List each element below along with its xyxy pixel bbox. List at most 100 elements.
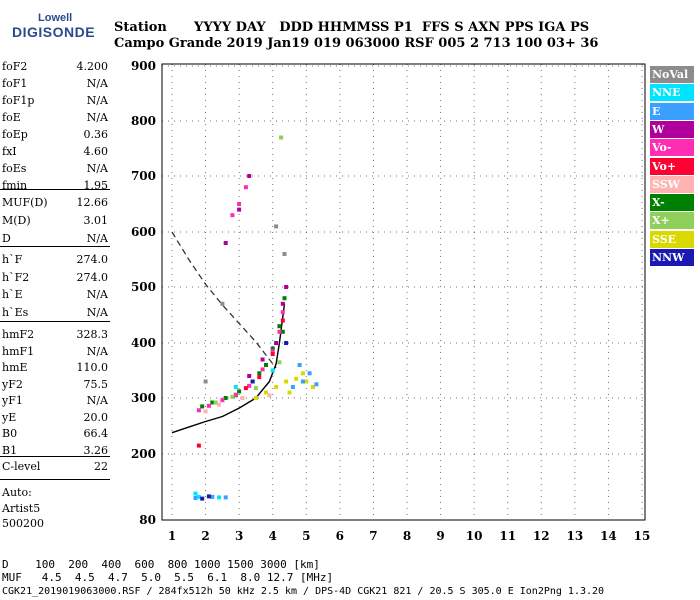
param-label: yF2 bbox=[2, 377, 23, 391]
echo-point bbox=[210, 400, 215, 405]
echo-point bbox=[220, 301, 225, 306]
param-row: foEs N/A bbox=[2, 162, 108, 180]
echo-point bbox=[290, 385, 295, 389]
echo-point bbox=[274, 341, 279, 345]
echo-point bbox=[280, 318, 285, 323]
echo-point bbox=[260, 357, 265, 362]
param-label: foEp bbox=[2, 128, 28, 141]
echo-point bbox=[223, 495, 228, 500]
echo-point bbox=[193, 491, 198, 496]
param-row: MUF(D) 12.66 bbox=[2, 196, 108, 214]
separator bbox=[0, 321, 110, 322]
param-row: hmE 110.0 bbox=[2, 361, 108, 379]
separator bbox=[0, 479, 110, 480]
echo-point bbox=[247, 174, 252, 178]
echo-point bbox=[277, 329, 282, 334]
y-tick-label: 900 bbox=[131, 59, 156, 73]
echo-point bbox=[300, 379, 305, 384]
param-label: foF2 bbox=[2, 60, 28, 73]
param-label: B1 bbox=[2, 443, 18, 457]
muf-row: MUF 4.5 4.5 4.7 5.0 5.5 6.1 8.0 12.7 [MH… bbox=[2, 571, 334, 584]
y-tick-label: 800 bbox=[131, 114, 156, 128]
echo-point bbox=[282, 252, 287, 256]
plot-frame bbox=[161, 63, 646, 521]
param-row: B0 66.4 bbox=[2, 427, 108, 445]
y-tick-label: 600 bbox=[131, 225, 156, 239]
legend-item: NoVal bbox=[650, 66, 694, 83]
param-value: N/A bbox=[86, 111, 108, 124]
y-tick-label: 400 bbox=[131, 336, 156, 350]
echo-point bbox=[267, 393, 272, 398]
echo-point bbox=[311, 385, 315, 389]
x-tick-label: 12 bbox=[533, 529, 550, 543]
echo-point bbox=[237, 207, 242, 212]
param-row: foE N/A bbox=[2, 111, 108, 129]
param-row: foF2 4.200 bbox=[2, 60, 108, 78]
echo-point bbox=[196, 443, 201, 448]
echo-point bbox=[307, 371, 312, 376]
legend-item: SSW bbox=[650, 175, 694, 193]
param-label: h`E bbox=[2, 288, 23, 301]
separator bbox=[0, 246, 110, 247]
echo-point bbox=[260, 367, 265, 372]
echo-point bbox=[257, 375, 262, 380]
param-row: hmF1 N/A bbox=[2, 345, 108, 363]
echo-point bbox=[237, 202, 242, 206]
legend-item: NNW bbox=[650, 249, 694, 266]
param-label: h`F bbox=[2, 253, 23, 266]
echo-point bbox=[210, 494, 215, 499]
dashed-model-curve bbox=[171, 231, 277, 369]
param-label: M(D) bbox=[2, 214, 31, 227]
legend-item: X+ bbox=[650, 212, 694, 230]
echo-point bbox=[247, 374, 252, 378]
echo-point bbox=[233, 385, 238, 389]
x-tick-label: 10 bbox=[466, 529, 483, 543]
param-value: 3.26 bbox=[83, 443, 109, 457]
legend-item: NNE bbox=[650, 84, 694, 102]
echo-point bbox=[250, 379, 255, 384]
param-row: h`F 274.0 bbox=[2, 253, 108, 271]
legend-item: E bbox=[650, 102, 694, 120]
y-tick-label: 200 bbox=[131, 447, 156, 461]
legend-item: W bbox=[650, 120, 694, 138]
param-value: 12.66 bbox=[76, 196, 109, 209]
digisonde-logo-top: Lowell bbox=[38, 12, 73, 24]
echo-point bbox=[304, 379, 309, 384]
param-label: foF1p bbox=[2, 94, 35, 107]
echo-point bbox=[217, 402, 221, 407]
param-row: M(D) 3.01 bbox=[2, 214, 108, 232]
electron-density-profile bbox=[171, 303, 286, 434]
param-value: 274.0 bbox=[76, 253, 109, 266]
param-value: N/A bbox=[86, 344, 108, 358]
x-tick-label: 7 bbox=[369, 529, 377, 543]
echo-point bbox=[206, 403, 211, 408]
echo-point bbox=[284, 341, 289, 345]
header-row-values: Campo Grande 2019 Jan19 019 063000 RSF 0… bbox=[114, 36, 599, 51]
digisonde-logo: DIGISONDE bbox=[12, 24, 96, 40]
param-row: yE 20.0 bbox=[2, 411, 108, 429]
echo-point bbox=[277, 360, 282, 365]
param-value: 4.60 bbox=[83, 145, 109, 158]
echo-point bbox=[284, 285, 289, 289]
param-value: 3.01 bbox=[83, 214, 109, 227]
param-value: 274.0 bbox=[76, 270, 109, 284]
param-label: foF1 bbox=[2, 77, 28, 90]
param-label: hmF2 bbox=[2, 328, 35, 341]
echo-point bbox=[196, 494, 201, 499]
param-row: C-level 22 bbox=[2, 460, 108, 478]
echo-point bbox=[277, 324, 282, 329]
separator bbox=[0, 189, 110, 190]
echo-point bbox=[282, 296, 287, 301]
echo-point bbox=[257, 371, 262, 376]
x-tick-label: 13 bbox=[567, 529, 584, 543]
echo-point bbox=[223, 241, 228, 245]
echo-point bbox=[280, 301, 285, 306]
echo-point bbox=[280, 310, 285, 315]
y-tick-label: 300 bbox=[131, 391, 156, 405]
param-label: hmE bbox=[2, 361, 28, 374]
x-tick-label: 11 bbox=[499, 529, 516, 543]
param-label: foEs bbox=[2, 162, 27, 175]
x-tick-label: 6 bbox=[336, 529, 344, 543]
param-value: 4.200 bbox=[76, 60, 109, 73]
